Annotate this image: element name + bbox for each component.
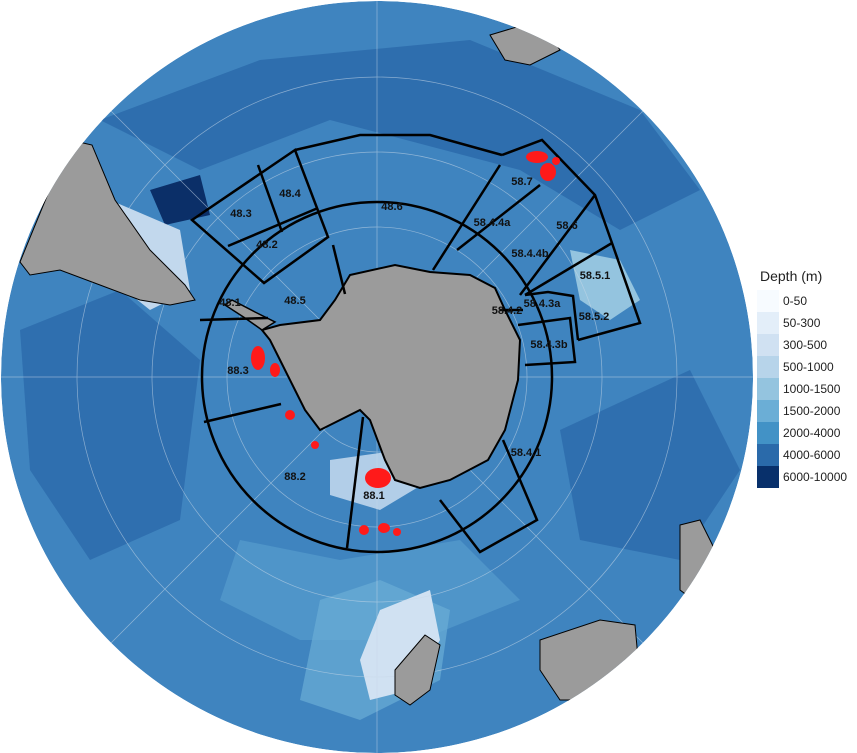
area-label: 48.2 [256,239,277,251]
legend-row: 6000-10000 [757,466,857,488]
area-label: 48.6 [381,201,402,213]
legend-swatch [757,400,779,422]
legend-row: 1000-1500 [757,378,857,400]
legend-swatch [757,378,779,400]
legend-swatch [757,444,779,466]
area-label: 88.2 [284,471,305,483]
new-zealand [394,634,441,706]
antarctica [260,263,522,490]
legend-swatch [757,290,779,312]
legend-row: 300-500 [757,334,857,356]
legend-label: 1000-1500 [783,382,841,396]
management-area-boundaries [189,133,642,554]
deep-basin-3 [560,370,740,560]
legend-label: 6000-10000 [783,470,848,484]
area-label: 48.5 [284,295,305,307]
legend-row: 500-1000 [757,356,857,378]
area-label: 58.4.3a [524,298,562,310]
area-label: 48.3 [230,208,251,220]
legend-row: 1500-2000 [757,400,857,422]
legend-label: 4000-6000 [783,448,841,462]
area-label: 58.4.4a [474,217,512,229]
area-label: 58.4.3b [530,339,568,351]
sample-points [251,151,560,536]
legend-swatch [757,466,779,488]
area-label: 48.4 [279,188,301,200]
legend-swatch [757,356,779,378]
legend-swatch [757,312,779,334]
legend-label: 2000-4000 [783,426,841,440]
legend-row: 4000-6000 [757,444,857,466]
legend-row: 2000-4000 [757,422,857,444]
area-label: 58.4.4b [511,248,549,260]
area-labels: 48.3 48.4 48.2 48.1 48.5 48.6 58.4.4a 58… [219,176,610,502]
legend-label: 500-1000 [783,360,834,374]
shelf-kerguelen [570,250,640,320]
area-label: 48.1 [219,297,240,309]
deep-basin-2 [20,290,200,560]
legend-label: 300-500 [783,338,828,352]
legend-title: Depth (m) [760,268,823,284]
area-label: 58.4.1 [511,447,542,459]
area-label: 58.6 [556,220,577,232]
legend-label: 50-300 [783,316,821,330]
legend-swatch [757,334,779,356]
area-label: 58.5.2 [579,311,610,323]
south-america [19,139,196,306]
depth-legend: Depth (m) 0-50 50-300 300-500 500-1000 1… [757,268,857,488]
legend-label: 1500-2000 [783,404,841,418]
legend-label: 0-50 [783,294,808,308]
deep-trench [150,175,210,225]
area-label: 88.3 [227,365,248,377]
area-label: 58.7 [511,176,532,188]
legend-row: 0-50 [757,290,857,312]
legend-row: 50-300 [757,312,857,334]
area-label: 58.5.1 [580,270,611,282]
area-label: 58.4.2 [492,305,523,317]
area-label: 88.1 [363,490,384,502]
legend-swatch [757,422,779,444]
